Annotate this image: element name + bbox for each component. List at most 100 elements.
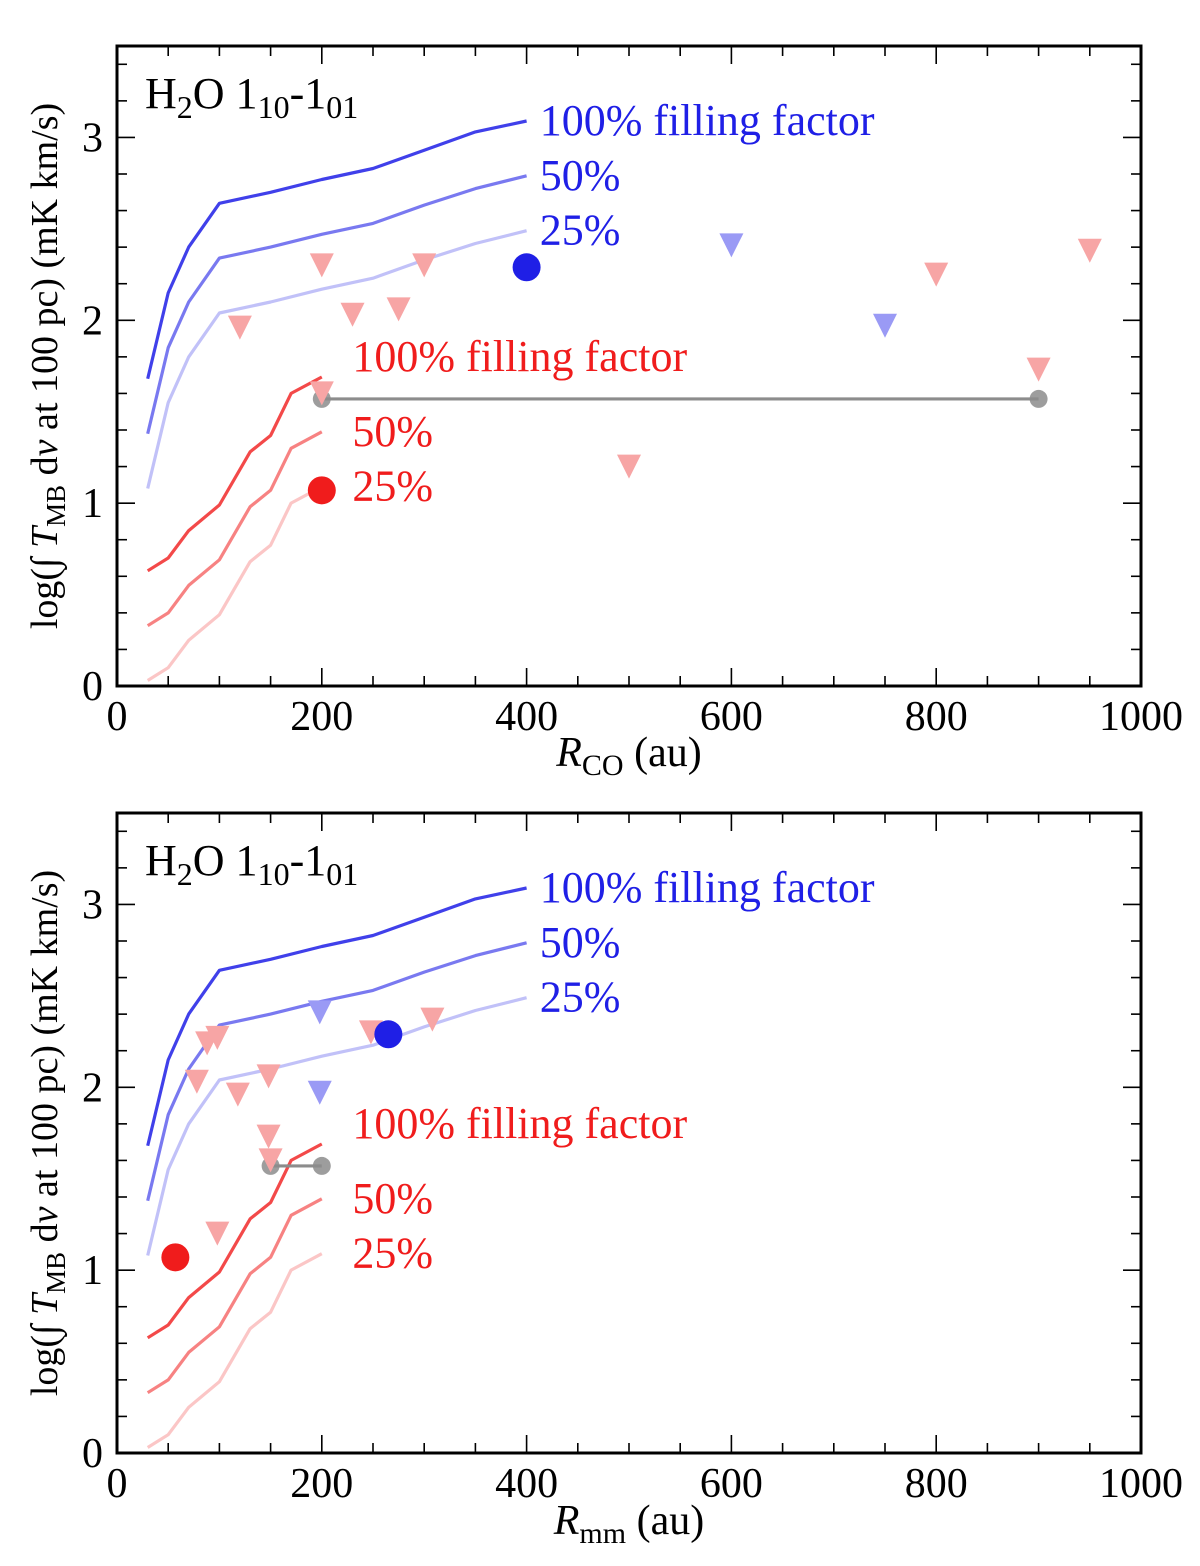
y-axis-label-part: log(∫	[24, 1315, 68, 1396]
molecule-label-part: H	[145, 69, 177, 118]
x-tick-label: 800	[905, 694, 968, 740]
x-axis-label-part: (au)	[626, 1498, 704, 1544]
x-tick-label: 600	[700, 694, 763, 740]
y-axis-label-part: MB	[41, 1252, 71, 1294]
upper-limit-red	[1026, 357, 1051, 382]
bottom-panel: 100% filling factor 50% 25% 100% filling fa…	[24, 811, 1183, 1550]
upper-limit-blue	[719, 233, 744, 258]
top-panel: 100% filling factor 50% 25% 100% filling fa…	[24, 44, 1183, 782]
y-axis-label-part: MB	[41, 485, 71, 527]
plot-area	[146, 119, 1102, 682]
upper-limit-red	[420, 1007, 445, 1032]
model-curve-blue-25-	[146, 996, 527, 1256]
detection-blue	[512, 253, 541, 282]
detection-red	[161, 1243, 190, 1272]
y-axis-label-part: T	[24, 1291, 66, 1315]
x-axis-label-part: R	[555, 730, 582, 776]
upper-limit-red	[256, 1124, 281, 1149]
model-curve-red-100-	[146, 375, 323, 573]
upper-limit-blue	[307, 1080, 332, 1105]
y-tick-label: 2	[82, 298, 103, 344]
model-curve-red-50-	[146, 430, 323, 628]
molecule-label-part: 01	[326, 856, 358, 892]
x-tick-label: 1000	[1099, 694, 1183, 740]
plot-area	[146, 886, 527, 1449]
x-tick-label: 0	[107, 694, 128, 740]
range-bar-end	[312, 1156, 331, 1175]
model-curve-blue-50-	[146, 174, 527, 435]
y-axis-label-part: d	[24, 1223, 66, 1252]
x-axis-label-part: (au)	[624, 730, 702, 776]
upper-limit-red	[309, 253, 334, 278]
y-tick-label: 3	[82, 115, 103, 161]
curve-label: 50%	[352, 1174, 433, 1223]
x-tick-label: 600	[700, 1461, 763, 1507]
y-axis-label-part: at 100 pc) (mK km/s)	[24, 870, 66, 1207]
molecule-label-part: O 1	[193, 836, 258, 885]
upper-limit-red	[340, 302, 365, 327]
molecule-label-part: 10	[258, 856, 290, 892]
curve-label: 50%	[352, 407, 433, 456]
curve-label: 25%	[540, 206, 621, 255]
x-axis-label: RCO (au)	[555, 730, 701, 782]
molecule-label: H2O 110-101	[145, 836, 358, 892]
curve-label: 50%	[540, 918, 621, 967]
x-tick-label: 800	[905, 1461, 968, 1507]
molecule-label-part: -1	[290, 69, 327, 118]
x-axis-label: Rmm (au)	[553, 1498, 704, 1550]
upper-limit-red	[617, 454, 641, 479]
upper-limit-red	[205, 1221, 230, 1246]
model-curve-blue-25-	[146, 229, 527, 489]
upper-limit-red	[225, 1082, 250, 1107]
range-bar-end	[1029, 389, 1048, 408]
y-tick-label: 0	[82, 664, 103, 710]
molecule-label-part: 10	[258, 89, 290, 125]
upper-limit-red	[184, 1069, 209, 1094]
x-tick-label: 400	[495, 694, 558, 740]
x-tick-label: 200	[290, 1461, 353, 1507]
x-tick-label: 200	[290, 694, 353, 740]
y-axis-label-part: d	[24, 456, 66, 485]
model-curve-blue-100-	[146, 119, 527, 380]
detection-red	[307, 476, 336, 505]
curve-label: 100% filling factor	[352, 332, 687, 381]
model-curve-red-25-	[146, 1252, 323, 1449]
molecule-label-part: H	[145, 836, 177, 885]
upper-limit-blue	[307, 1000, 332, 1025]
y-tick-label: 2	[82, 1065, 103, 1111]
plot-frame	[115, 811, 1143, 1455]
upper-limit-red	[412, 253, 437, 278]
curve-label: 25%	[352, 1229, 433, 1278]
upper-limit-red	[1077, 238, 1102, 263]
curve-label: 100% filling factor	[540, 96, 875, 145]
model-curve-red-25-	[146, 485, 323, 682]
molecule-label-part: 01	[326, 89, 358, 125]
x-axis-label-part: mm	[579, 1517, 626, 1550]
molecule-label: H2O 110-101	[145, 69, 358, 125]
y-axis-label-part: T	[24, 524, 66, 548]
y-tick-label: 1	[82, 481, 103, 527]
x-axis-label-part: R	[553, 1498, 580, 1544]
y-tick-label: 1	[82, 1248, 103, 1294]
x-tick-label: 400	[495, 1461, 558, 1507]
y-axis-label-part: v	[24, 439, 66, 456]
y-axis-label: log(∫ TMB dv at 100 pc) (mK km/s)	[24, 103, 71, 629]
upper-limit-red	[227, 315, 252, 340]
upper-limit-red	[924, 262, 949, 287]
y-axis-label-part: log(∫	[24, 548, 68, 629]
x-tick-label: 1000	[1099, 1461, 1183, 1507]
upper-limit-red	[258, 1148, 283, 1173]
plot-frame	[115, 44, 1143, 688]
curve-label: 100% filling factor	[540, 863, 875, 912]
model-curve-blue-50-	[146, 941, 527, 1202]
x-tick-label: 0	[107, 1461, 128, 1507]
model-curve-red-100-	[146, 1142, 323, 1340]
molecule-label-part: 2	[177, 89, 193, 125]
detection-blue	[374, 1020, 403, 1049]
y-axis-label: log(∫ TMB dv at 100 pc) (mK km/s)	[24, 870, 71, 1396]
upper-limit-red	[256, 1064, 281, 1089]
y-tick-label: 3	[82, 882, 103, 928]
upper-limit-red	[386, 297, 411, 322]
curve-label: 25%	[352, 462, 433, 511]
